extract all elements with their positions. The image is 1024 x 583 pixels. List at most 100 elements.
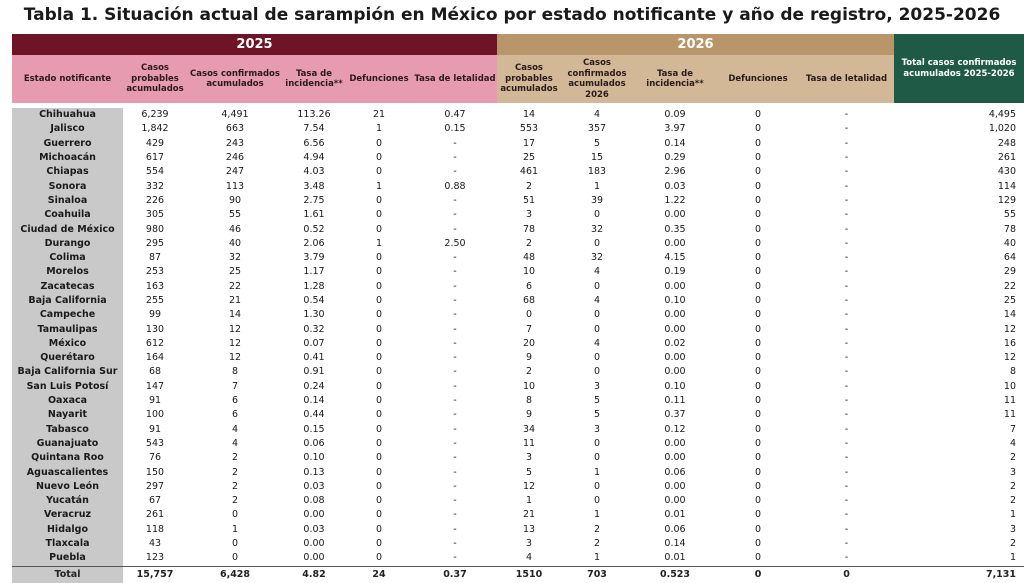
table-cell: 4 — [593, 266, 601, 278]
table-cell: 0 — [754, 466, 762, 478]
table-cell: - — [453, 137, 457, 149]
total-value-cell: 11 — [1003, 395, 1017, 407]
total-cell: 24 — [345, 565, 413, 583]
state-cell: Quintana Roo — [12, 451, 123, 466]
table-cell: 4 — [231, 423, 239, 435]
table-cell: 0 — [754, 252, 762, 264]
state-cell: Sonora — [12, 179, 123, 194]
table-cell: 21 — [522, 509, 536, 521]
table-cell: 40 — [228, 237, 242, 249]
total-value-cell: 2 — [1009, 480, 1017, 492]
table-cell: 0 — [593, 480, 601, 492]
table-cell: 255 — [145, 295, 165, 306]
table-cell: 113.26 — [297, 109, 331, 121]
table-cell: 1 — [593, 180, 601, 192]
table-row: Sonora 332 113 3.48 1 0.88 2 1 0.03 0 - 114 — [12, 179, 1024, 194]
table-cell: - — [453, 466, 457, 478]
table-cell: - — [844, 166, 849, 178]
table-cell: 14 — [522, 109, 536, 121]
table-cell: 0.00 — [664, 280, 686, 292]
header-2026-defunciones: Defunciones — [717, 55, 799, 103]
total-value-cell: 22 — [1003, 280, 1017, 292]
total-cell: 7,131 — [894, 565, 1024, 583]
table-cell: - — [844, 223, 849, 235]
table-cell: 0.06 — [303, 437, 325, 449]
table-cell: 0 — [375, 523, 383, 535]
state-cell: Hidalgo — [12, 522, 123, 537]
table-cell: 0 — [593, 237, 601, 249]
table-cell: 5 — [593, 409, 601, 421]
table-cell: 0 — [375, 480, 383, 492]
total-value-cell: 129 — [997, 194, 1017, 206]
table-cell: - — [453, 509, 457, 521]
table-cell: 12 — [228, 337, 242, 349]
table-cell: 0.19 — [664, 266, 686, 278]
table-cell: - — [844, 395, 849, 407]
table-row: México 612 12 0.07 0 - 20 4 0.02 0 - 16 — [12, 336, 1024, 352]
state-cell: Baja California — [12, 293, 123, 309]
total-value-cell: 12 — [1003, 323, 1017, 335]
table-cell: 0 — [754, 509, 762, 521]
table-cell: 1 — [593, 552, 601, 564]
table-cell: 0.01 — [664, 552, 686, 564]
table-cell: 2 — [525, 180, 533, 192]
table-cell: 4.94 — [303, 152, 325, 164]
table-cell: 0.14 — [664, 137, 686, 149]
table-cell: 147 — [145, 380, 165, 392]
total-cell: 0.37 — [413, 565, 497, 583]
table-cell: 1 — [375, 123, 383, 135]
table-cell: 0.00 — [664, 323, 686, 335]
table-row: Nayarit 100 6 0.44 0 - 9 5 0.37 0 - 11 — [12, 408, 1024, 423]
total-value-cell: 55 — [1003, 209, 1017, 221]
year-2026-header: 2026 — [497, 34, 895, 55]
state-cell: Durango — [12, 236, 123, 251]
table-cell: 357 — [587, 123, 607, 135]
table-cell: 20 — [522, 337, 536, 349]
table-cell: 0 — [231, 538, 239, 550]
table-cell: 5 — [525, 466, 533, 478]
table-cell: 6.56 — [303, 137, 325, 149]
table-cell: - — [844, 252, 849, 264]
table-cell: 0.88 — [444, 180, 466, 192]
table-row: Jalisco 1,842 663 7.54 1 0.15 553 357 3.97 0 - 1,02… — [12, 122, 1024, 137]
state-cell: Chiapas — [12, 165, 123, 180]
table-title: Tabla 1. Situación actual de sarampión e… — [23, 5, 1001, 25]
total-cell: 4.82 — [283, 565, 345, 583]
table-cell: 8 — [525, 395, 533, 407]
table-cell: - — [453, 437, 457, 449]
table-row: Yucatán 67 2 0.08 0 - 1 0 0.00 0 - 2 — [12, 494, 1024, 509]
table-cell: 612 — [145, 337, 165, 349]
table-cell: - — [844, 352, 849, 364]
table-row: Colima 87 32 3.79 0 - 48 32 4.15 0 - 64 — [12, 250, 1024, 266]
table-cell: 90 — [228, 194, 242, 206]
table-cell: 0.09 — [664, 109, 686, 121]
table-row: Durango 295 40 2.06 1 2.50 2 0 0.00 0 - 40 — [12, 236, 1024, 251]
table-cell: 0 — [754, 280, 762, 292]
total-value-cell: 78 — [1003, 223, 1017, 235]
table-cell: 0 — [754, 309, 762, 321]
total-value-cell: 4 — [1009, 437, 1017, 449]
measles-table: 2025 2026 Total casos confirmados acumul… — [12, 34, 1024, 583]
table-cell: 32 — [590, 223, 604, 235]
table-cell: - — [844, 337, 849, 349]
table-cell: 295 — [145, 237, 165, 249]
table-cell: 2 — [231, 452, 239, 464]
table-cell: 247 — [225, 166, 245, 178]
total-row: Total 15,757 6,428 4.82 24 0.37 1510 703… — [12, 565, 1024, 583]
table-cell: - — [844, 538, 849, 550]
table-cell: 0.29 — [664, 152, 686, 164]
table-cell: 0 — [754, 237, 762, 249]
table-cell: 0.08 — [303, 495, 325, 507]
total-value-cell: 248 — [997, 137, 1017, 149]
table-cell: 0 — [375, 380, 383, 392]
table-cell: - — [453, 423, 457, 435]
header-2026-probables: Casos probables acumulados — [497, 55, 561, 103]
table-cell: 0 — [593, 209, 601, 221]
table-cell: 32 — [590, 252, 604, 264]
table-cell: 554 — [145, 166, 165, 178]
table-cell: 183 — [587, 166, 607, 178]
table-cell: 0 — [754, 452, 762, 464]
state-cell: Tlaxcala — [12, 536, 123, 552]
state-cell: Coahuila — [12, 208, 123, 223]
table-row: Baja California Sur 68 8 0.91 0 - 2 0 0.00 0 - 8 — [12, 365, 1024, 380]
